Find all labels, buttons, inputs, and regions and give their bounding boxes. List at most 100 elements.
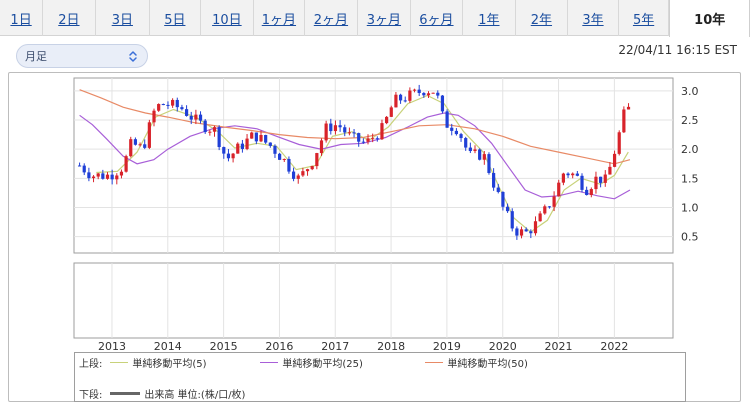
candle-body [157, 104, 161, 111]
candle-body [240, 143, 245, 149]
candle-body [282, 158, 286, 160]
candle-body [533, 221, 538, 234]
x-tick-label: 2019 [433, 340, 461, 353]
candle-body [450, 127, 454, 131]
candle-body [552, 196, 556, 207]
candle-body [575, 173, 579, 176]
candle-body [254, 132, 258, 142]
candle-body [622, 109, 626, 133]
volume-panel [73, 262, 674, 339]
candle-body [557, 182, 561, 197]
candle-body [389, 107, 393, 117]
legend-ma50: 単純移動平均(50) [425, 355, 528, 370]
tab-3年[interactable]: 3年 [568, 0, 619, 36]
candle-body [617, 132, 621, 154]
tab-2ヶ月[interactable]: 2ヶ月 [305, 0, 359, 36]
candle-body [445, 111, 449, 128]
tab-5日[interactable]: 5日 [150, 0, 201, 36]
tab-10年[interactable]: 10年 [669, 0, 750, 37]
candle-body [496, 187, 500, 192]
candle-body [561, 173, 565, 183]
candle-body [166, 104, 170, 106]
candle-body [268, 142, 272, 146]
candle-body [82, 165, 86, 173]
tab-1ヶ月[interactable]: 1ヶ月 [254, 0, 305, 36]
candle-body [194, 114, 198, 120]
legend-lower-label: 下段: [79, 389, 103, 401]
candle-body [603, 174, 607, 183]
candle-body [510, 211, 514, 229]
candle-body [566, 173, 570, 176]
candle-body [361, 141, 365, 143]
candle-body [403, 100, 407, 102]
candle-body [115, 175, 119, 180]
tab-2年[interactable]: 2年 [516, 0, 569, 36]
candle-body [291, 171, 296, 179]
candle-body [147, 122, 151, 148]
candle-body [366, 138, 370, 142]
candle-body [371, 138, 375, 140]
x-tick-label: 2016 [265, 340, 293, 353]
candle-body [417, 89, 421, 93]
legend-ma5: 単純移動平均(5) [110, 355, 260, 370]
candle-body [236, 143, 240, 154]
candle-body [250, 132, 254, 139]
candle-body [333, 125, 338, 132]
candle-body [468, 147, 472, 152]
candle-body [203, 120, 207, 133]
candle-body [599, 176, 603, 183]
candle-body [152, 110, 156, 123]
candle-body [464, 138, 468, 148]
tab-1年[interactable]: 1年 [463, 0, 516, 36]
legend-volume-swatch [110, 391, 141, 395]
candle-body [273, 145, 277, 154]
tab-1日[interactable]: 1日 [0, 0, 44, 36]
legend-ma5-label: 単純移動平均(5) [132, 358, 207, 370]
interval-select[interactable]: 月足 [16, 44, 148, 68]
candle-body [529, 231, 533, 234]
legend-ma25-swatch [260, 361, 279, 363]
candle-body [454, 130, 458, 135]
candle-body [198, 114, 203, 121]
candle-body [319, 140, 324, 154]
y-tick-label: 2.5 [681, 114, 699, 127]
candle-body [305, 169, 310, 172]
candle-body [208, 131, 212, 133]
tab-6ヶ月[interactable]: 6ヶ月 [411, 0, 464, 36]
ma-line-ma50 [79, 89, 631, 165]
candle-body [264, 135, 268, 143]
candle-body [543, 206, 547, 214]
candle-body [580, 175, 584, 190]
x-tick-label: 2021 [545, 340, 573, 353]
candle-body [343, 127, 347, 133]
candle-body [129, 139, 133, 157]
candle-body [473, 149, 477, 152]
candle-body [161, 104, 165, 106]
candle-body [110, 174, 114, 180]
tab-3ヶ月[interactable]: 3ヶ月 [358, 0, 411, 36]
candle-body [626, 106, 631, 110]
tab-5年[interactable]: 5年 [619, 0, 670, 36]
candle-body [143, 144, 147, 148]
tab-3日[interactable]: 3日 [96, 0, 151, 36]
candle-body [189, 115, 193, 120]
tab-2日[interactable]: 2日 [43, 0, 96, 36]
candle-body [180, 107, 184, 110]
candle-body [571, 173, 575, 176]
candle-body [212, 127, 217, 132]
candle-body [357, 133, 361, 142]
candle-body [133, 139, 138, 145]
candle-body [217, 127, 221, 148]
x-tick-label: 2015 [210, 340, 238, 353]
candle-body [310, 166, 314, 170]
candle-body [398, 94, 403, 101]
candle-body [585, 189, 589, 196]
candle-body [492, 172, 496, 188]
candle-body [101, 173, 105, 179]
candle-body [478, 149, 482, 160]
candle-body [231, 153, 235, 159]
legend-volume-label: 出来高 単位:(株/口/枚) [144, 389, 246, 401]
candle-body [375, 138, 379, 140]
tab-10日[interactable]: 10日 [201, 0, 255, 36]
